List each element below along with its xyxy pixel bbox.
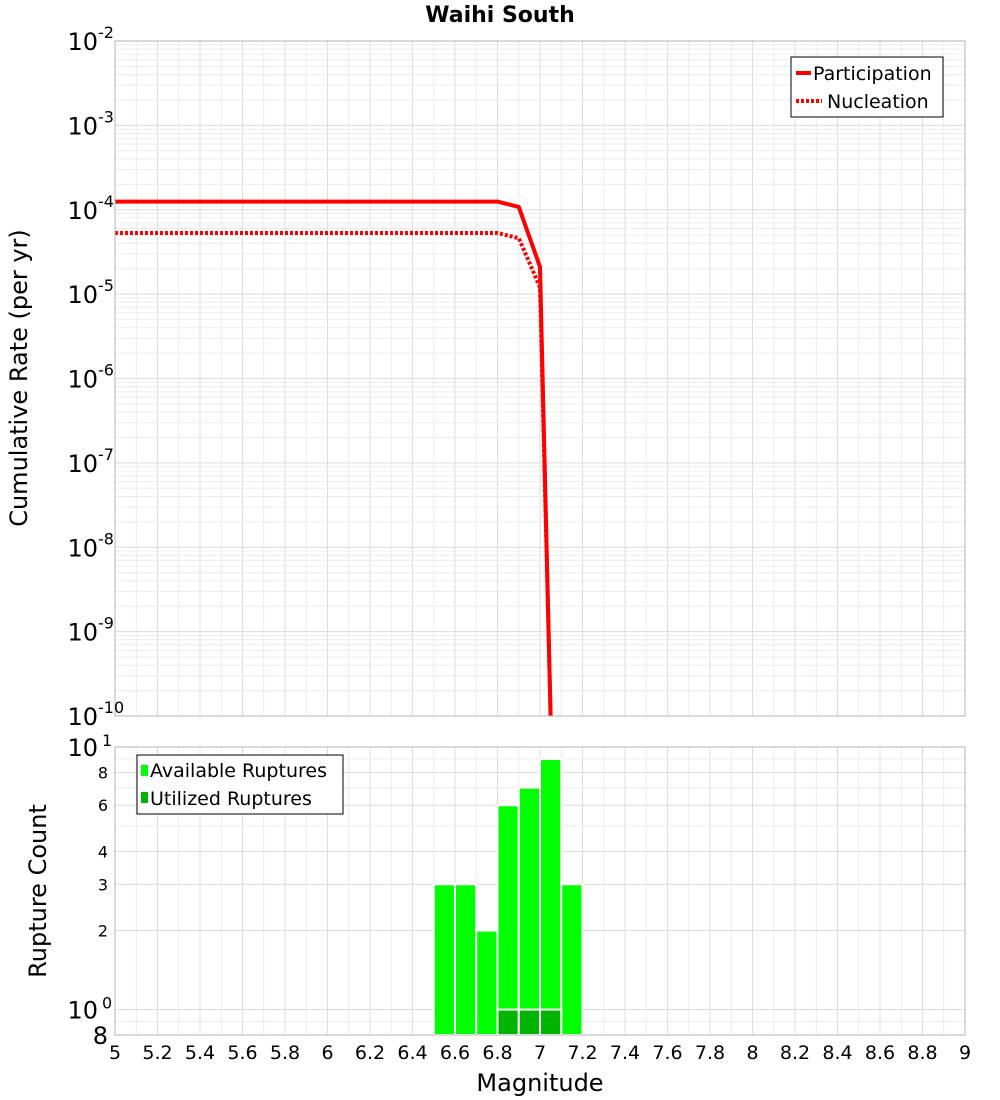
rate-y-tick-base: 10 [67, 619, 98, 647]
rate-y-tick-base: 10 [67, 366, 98, 394]
x-tick-label: 5.4 [185, 1042, 215, 1064]
rate-legend: Participation Nucleation [790, 56, 944, 118]
x-tick-label: 7.6 [652, 1042, 682, 1064]
rate-y-tick: 10 -2 [67, 23, 114, 56]
count-plot-frame [114, 746, 966, 1036]
available-legend-label: Available Ruptures [150, 760, 327, 782]
x-axis-label: Magnitude [476, 1069, 603, 1097]
x-tick-label: 5.8 [270, 1042, 300, 1064]
rate-y-tick-base: 10 [67, 281, 98, 309]
nucleation-legend-label: Nucleation [827, 91, 929, 113]
x-tick-label: 6.4 [397, 1042, 427, 1064]
x-tick-label: 6.2 [355, 1042, 385, 1064]
count-y-tick-bottom: 8 [93, 1022, 108, 1050]
rate-plot-frame [114, 40, 966, 717]
rate-y-tick-exponent: -10 [98, 698, 124, 717]
rate-y-tick-exponent: -2 [98, 23, 114, 42]
x-tick-label: 5 [109, 1042, 121, 1064]
count-y-axis-label: Rupture Count [24, 804, 52, 978]
utilized-rupture-bar [496, 1008, 520, 1037]
utilized-legend-label: Utilized Ruptures [150, 788, 312, 810]
x-tick-label: 7 [534, 1042, 546, 1064]
rate-y-tick-base: 10 [67, 450, 98, 478]
rate-y-tick-base: 10 [67, 112, 98, 140]
rate-y-tick: 10 -8 [67, 529, 114, 562]
rate-y-axis-label: Cumulative Rate (per yr) [5, 229, 33, 527]
rate-y-tick-base: 10 [67, 703, 98, 731]
rate-y-tick-base: 10 [67, 197, 98, 225]
rate-y-tick: 10 -4 [67, 192, 114, 225]
count-y-tick-minor: 3 [98, 875, 108, 894]
rate-y-tick-exponent: -5 [98, 276, 114, 295]
available-rupture-bar [454, 883, 478, 1036]
x-tick-label: 8 [746, 1042, 758, 1064]
x-axis-ticks: 5 5.2 5.4 5.6 5.8 6 6.2 6.4 6.6 6.8 7 7.2 7.4 7.6 7.8 8… [109, 1042, 971, 1064]
x-tick-label: 6.8 [482, 1042, 512, 1064]
available-rupture-bar [475, 929, 499, 1036]
participation-legend-label: Participation [813, 63, 932, 85]
count-y-tick-minor: 6 [98, 796, 108, 815]
available-legend-swatch [141, 765, 148, 776]
count-y-tick-major: 10 0 [67, 994, 112, 1025]
rate-panel: 10-210-310-410-510-610-710-810-910-10 Cu… [5, 23, 966, 731]
x-tick-label: 8.8 [907, 1042, 937, 1064]
rate-y-tick: 10 -3 [67, 107, 114, 140]
rate-y-tick-exponent: -8 [98, 529, 114, 548]
count-y-tick-base: 10 [67, 734, 98, 762]
x-tick-label: 7.4 [610, 1042, 640, 1064]
utilized-legend-swatch [141, 792, 148, 803]
available-rupture-bar [539, 758, 563, 1037]
count-y-tick-minor: 2 [98, 922, 108, 941]
rate-y-tick: 10 -9 [67, 614, 114, 647]
count-y-tick-major: 10 1 [67, 731, 112, 762]
count-legend-box [136, 754, 344, 815]
rate-legend-box [790, 56, 944, 118]
x-tick-label: 5.6 [227, 1042, 257, 1064]
rate-y-tick: 10 -10 [67, 698, 124, 731]
x-tick-label: 6 [321, 1042, 333, 1064]
rate-y-ticks: 10-210-310-410-510-610-710-810-910-10 [67, 23, 124, 731]
count-y-tick-minor: 8 [98, 763, 108, 782]
rate-series [115, 199, 553, 717]
x-tick-label: 9 [959, 1042, 971, 1064]
count-legend: Available Ruptures Utilized Ruptures [136, 754, 344, 815]
rate-y-tick-exponent: -4 [98, 192, 114, 211]
rate-y-tick-base: 10 [67, 28, 98, 56]
chart-title: Waihi South [425, 3, 575, 28]
x-tick-label: 7.2 [567, 1042, 597, 1064]
rate-y-tick-exponent: -3 [98, 107, 114, 126]
available-rupture-bar [517, 786, 541, 1037]
utilized-rupture-bar [517, 1008, 541, 1037]
x-tick-label: 8.4 [822, 1042, 852, 1064]
available-rupture-bar [496, 804, 520, 1037]
rate-y-tick-base: 10 [67, 534, 98, 562]
available-rupture-bar [560, 883, 584, 1036]
count-y-tick-exponent: 0 [102, 994, 112, 1013]
x-tick-label: 8.6 [865, 1042, 895, 1064]
rate-y-tick-exponent: -9 [98, 614, 114, 633]
rate-y-tick-exponent: -6 [98, 361, 114, 380]
rate-y-tick: 10 -7 [67, 445, 114, 478]
rate-y-tick-exponent: -7 [98, 445, 114, 464]
available-rupture-bar [432, 883, 456, 1036]
rate-grid [114, 40, 966, 717]
x-tick-label: 5.2 [142, 1042, 172, 1064]
count-bars [432, 758, 584, 1037]
participation-line [115, 199, 553, 717]
count-y-tick-base: 10 [67, 997, 98, 1025]
x-tick-label: 7.8 [695, 1042, 725, 1064]
x-tick-label: 6.6 [440, 1042, 470, 1064]
count-y-tick-exponent: 1 [102, 731, 112, 750]
x-tick-label: 8.2 [780, 1042, 810, 1064]
nucleation-line [115, 231, 553, 717]
count-y-tick-minor: 4 [98, 842, 108, 861]
rate-y-tick: 10 -6 [67, 361, 114, 394]
rate-y-tick: 10 -5 [67, 276, 114, 309]
utilized-rupture-bar [539, 1008, 563, 1037]
